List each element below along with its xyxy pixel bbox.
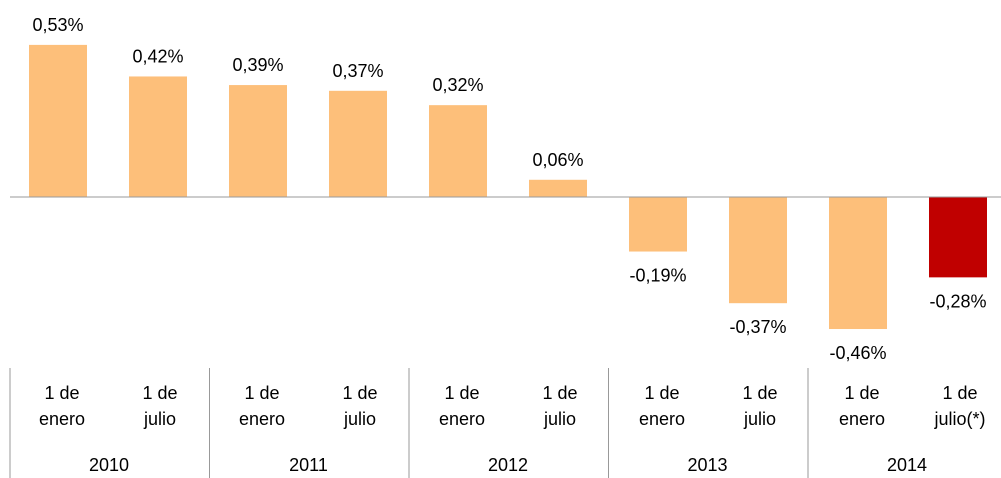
category-label: 1 de enero (238, 383, 286, 429)
value-label: 0,39% (232, 55, 283, 75)
bar (729, 197, 787, 304)
category-label: 1 de julio (142, 383, 178, 429)
bar (229, 85, 287, 197)
category-label: 1 de enero (638, 383, 686, 429)
value-label: -0,46% (829, 343, 886, 363)
category-label: 1 de julio(*) (934, 383, 986, 429)
bar (929, 197, 987, 278)
group-label: 2011 (289, 455, 328, 475)
bar (329, 90, 387, 197)
category-label: 1 de julio (342, 383, 378, 429)
category-label: 1 de julio (542, 383, 578, 429)
bar (529, 179, 587, 197)
value-label: 0,06% (532, 150, 583, 170)
category-label: 1 de julio (742, 383, 778, 429)
value-label: -0,37% (729, 317, 786, 337)
value-label: -0,28% (929, 291, 986, 311)
value-label: 0,32% (432, 75, 483, 95)
category-label: 1 de enero (838, 383, 886, 429)
value-label: -0,19% (629, 266, 686, 286)
bar (629, 197, 687, 252)
group-label: 2012 (487, 455, 529, 475)
category-label: 1 de enero (438, 383, 486, 429)
value-label: 0,53% (32, 15, 83, 35)
bar (29, 44, 87, 197)
value-label: 0,42% (132, 46, 183, 66)
bar (429, 105, 487, 197)
value-label: 0,37% (332, 61, 383, 81)
bar (129, 76, 187, 197)
bar (829, 197, 887, 330)
group-label: 2013 (687, 455, 728, 475)
category-label: 1 de enero (38, 383, 86, 429)
group-label: 2014 (886, 455, 928, 475)
group-label: 2010 (88, 455, 130, 475)
